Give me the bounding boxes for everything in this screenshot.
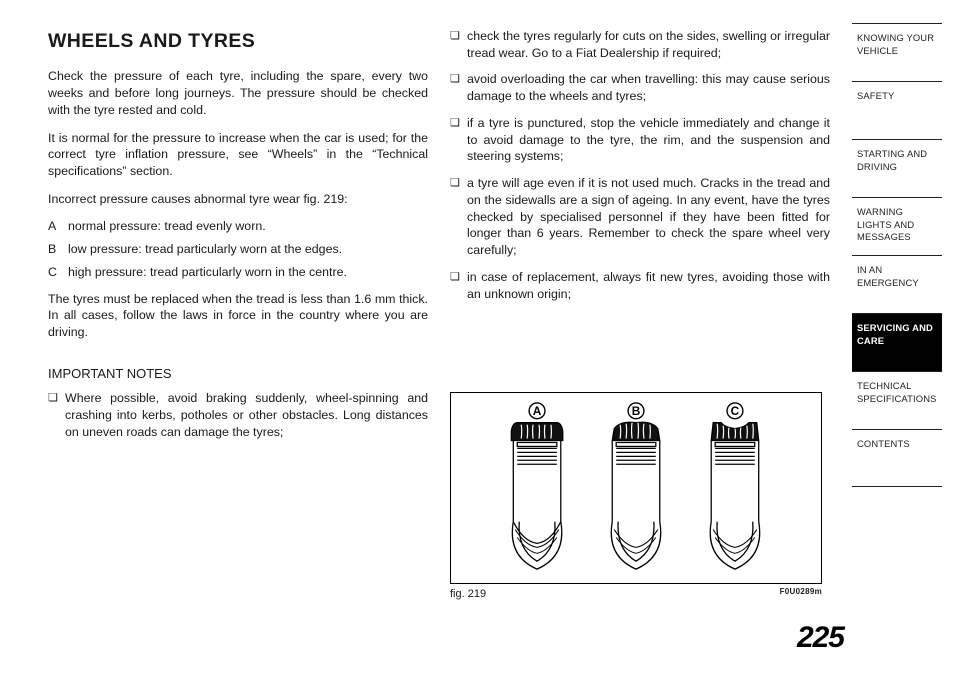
- list-item: A normal pressure: tread evenly worn.: [48, 218, 428, 235]
- bullet-text: a tyre will age even if it is not used m…: [467, 175, 830, 259]
- bullet-icon: ❏: [450, 28, 467, 61]
- paragraph: Check the pressure of each tyre, includi…: [48, 68, 428, 118]
- tyre-wear-figure: A B C: [450, 392, 822, 584]
- bullet-item: ❏ Where possible, avoid braking suddenly…: [48, 390, 428, 440]
- bullet-text: check the tyres regularly for cuts on th…: [467, 28, 830, 61]
- bullet-text: in case of replacement, always fit new t…: [467, 269, 830, 302]
- subheading: IMPORTANT NOTES: [48, 365, 428, 383]
- list-text: low pressure: tread particularly worn at…: [68, 241, 342, 258]
- figure-label-b: B: [632, 404, 641, 418]
- bullet-item: ❏ check the tyres regularly for cuts on …: [450, 28, 830, 61]
- figure-caption-row: fig. 219 F0U0289m: [450, 587, 822, 602]
- bullet-icon: ❏: [450, 115, 467, 165]
- paragraph: It is normal for the pressure to increas…: [48, 130, 428, 180]
- list-text: high pressure: tread particularly worn i…: [68, 264, 347, 281]
- left-column: WHEELS AND TYRES Check the pressure of e…: [48, 28, 428, 602]
- right-column: ❏ check the tyres regularly for cuts on …: [450, 28, 830, 602]
- bullet-icon: ❏: [48, 390, 65, 440]
- tab-servicing-care[interactable]: SERVICING AND CARE: [852, 313, 942, 371]
- paragraph: Incorrect pressure causes abnormal tyre …: [48, 191, 428, 208]
- list-text: normal pressure: tread evenly worn.: [68, 218, 266, 235]
- list-item: B low pressure: tread particularly worn …: [48, 241, 428, 258]
- bullet-text: if a tyre is punctured, stop the vehicle…: [467, 115, 830, 165]
- section-heading: WHEELS AND TYRES: [48, 28, 428, 54]
- tab-label: SAFETY: [857, 90, 894, 103]
- page-number: 225: [797, 621, 844, 655]
- tab-emergency[interactable]: IN AN EMERGENCY: [852, 255, 942, 313]
- list-label: A: [48, 218, 68, 235]
- section-tabs: KNOWING YOUR VEHICLE SAFETY STARTING AND…: [852, 23, 942, 487]
- bullet-icon: ❏: [450, 269, 467, 302]
- figure-label-a: A: [533, 404, 542, 418]
- tab-label: CONTENTS: [857, 438, 910, 451]
- tab-warning-lights[interactable]: WARNING LIGHTS AND MESSAGES: [852, 197, 942, 255]
- tab-label: SERVICING AND CARE: [857, 322, 937, 347]
- tab-label: KNOWING YOUR VEHICLE: [857, 32, 937, 57]
- tab-technical-specs[interactable]: TECHNICAL SPECIFICATIONS: [852, 371, 942, 429]
- tab-label: STARTING AND DRIVING: [857, 148, 937, 173]
- bullet-text: Where possible, avoid braking suddenly, …: [65, 390, 428, 440]
- tab-safety[interactable]: SAFETY: [852, 81, 942, 139]
- tab-contents[interactable]: CONTENTS: [852, 429, 942, 487]
- bullet-item: ❏ in case of replacement, always fit new…: [450, 269, 830, 302]
- figure-label-c: C: [731, 404, 740, 418]
- tab-label: IN AN EMERGENCY: [857, 264, 937, 289]
- tab-label: TECHNICAL SPECIFICATIONS: [857, 380, 937, 405]
- figure-caption: fig. 219: [450, 587, 486, 602]
- tab-starting-driving[interactable]: STARTING AND DRIVING: [852, 139, 942, 197]
- list-label: B: [48, 241, 68, 258]
- bullet-item: ❏ a tyre will age even if it is not used…: [450, 175, 830, 259]
- bullet-icon: ❏: [450, 71, 467, 104]
- figure-code: F0U0289m: [780, 587, 822, 602]
- bullet-item: ❏ avoid overloading the car when travell…: [450, 71, 830, 104]
- bullet-text: avoid overloading the car when travellin…: [467, 71, 830, 104]
- bullet-item: ❏ if a tyre is punctured, stop the vehic…: [450, 115, 830, 165]
- paragraph: The tyres must be replaced when the trea…: [48, 291, 428, 341]
- content-area: WHEELS AND TYRES Check the pressure of e…: [0, 28, 836, 602]
- bullet-icon: ❏: [450, 175, 467, 259]
- tab-label: WARNING LIGHTS AND MESSAGES: [857, 206, 937, 244]
- page: WHEELS AND TYRES Check the pressure of e…: [0, 0, 954, 673]
- list-label: C: [48, 264, 68, 281]
- tab-knowing-vehicle[interactable]: KNOWING YOUR VEHICLE: [852, 23, 942, 81]
- list-item: C high pressure: tread particularly worn…: [48, 264, 428, 281]
